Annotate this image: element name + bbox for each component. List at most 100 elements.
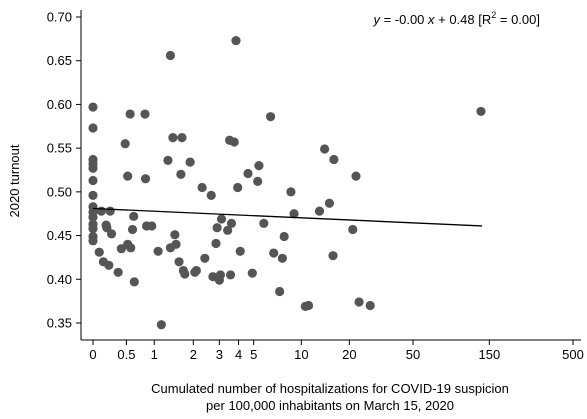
- data-point: [177, 133, 187, 143]
- data-point: [225, 270, 236, 280]
- data-point: [96, 206, 106, 216]
- data-point: [153, 246, 163, 256]
- data-point: [197, 182, 207, 193]
- data-point: [279, 231, 289, 242]
- data-point: [180, 269, 190, 279]
- data-point: [265, 112, 276, 122]
- y-tick-label: 0.65: [47, 53, 72, 68]
- data-point: [123, 171, 133, 181]
- data-point: [253, 176, 263, 186]
- x-tick-label: 2: [190, 347, 197, 362]
- x-tick-label: 50: [406, 347, 420, 362]
- data-point: [243, 168, 253, 179]
- annotation-mid2: + 0.48 [R: [435, 12, 492, 27]
- y-tick-label: 0.35: [47, 316, 72, 331]
- data-point: [231, 36, 241, 46]
- data-point: [233, 182, 243, 193]
- data-point: [303, 300, 314, 311]
- data-point: [275, 286, 285, 297]
- data-point: [191, 265, 201, 276]
- data-point: [129, 211, 139, 221]
- y-tick-label: 0.55: [47, 141, 72, 156]
- fit-line-group: [92, 207, 483, 227]
- data-point: [120, 139, 130, 149]
- data-point: [351, 171, 361, 181]
- data-point: [226, 218, 237, 228]
- y-tick-label: 0.50: [47, 184, 72, 199]
- data-point: [216, 214, 227, 224]
- data-point: [229, 137, 239, 147]
- x-tick-label: 20: [342, 347, 356, 362]
- y-tick-label: 0.70: [47, 10, 72, 25]
- data-point: [176, 169, 186, 179]
- data-point: [269, 248, 279, 258]
- y-tick-label: 0.45: [47, 228, 72, 243]
- data-point: [212, 223, 222, 233]
- data-point: [129, 277, 139, 287]
- data-point: [127, 224, 138, 235]
- data-point: [140, 109, 150, 119]
- data-point: [104, 260, 114, 270]
- data-point: [126, 243, 136, 253]
- data-point: [200, 253, 210, 263]
- data-point: [94, 247, 104, 257]
- data-point: [125, 109, 135, 119]
- data-point: [88, 212, 98, 222]
- data-point: [147, 221, 157, 231]
- x-axis: 0 0.5 1 2 3 4 5 10 20 50 150 500: [89, 340, 584, 362]
- x-tick-label: 0.5: [117, 347, 135, 362]
- annotation-superscript: 2: [491, 10, 496, 20]
- data-point: [171, 239, 181, 249]
- data-point: [163, 155, 173, 165]
- x-tick-label: 150: [478, 347, 500, 362]
- data-point: [156, 320, 166, 330]
- annotation-mid1: = -0.00: [380, 12, 428, 27]
- y-tick-label: 0.40: [47, 272, 72, 287]
- data-point: [185, 157, 195, 167]
- data-points: [88, 36, 486, 330]
- data-point: [324, 198, 335, 208]
- data-point: [365, 300, 375, 311]
- data-point: [88, 175, 98, 186]
- x-tick-label: 500: [562, 347, 584, 362]
- data-point: [320, 144, 330, 154]
- x-tick-label: 3: [216, 347, 223, 362]
- x-axis-title-line-1: Cumulated number of hospitalizations for…: [151, 381, 509, 396]
- data-point: [289, 209, 299, 219]
- data-point: [211, 238, 221, 249]
- data-point: [254, 161, 264, 171]
- data-point: [235, 246, 245, 256]
- x-tick-label: 10: [294, 347, 308, 362]
- data-point: [259, 218, 269, 228]
- x-tick-label: 1: [151, 347, 158, 362]
- data-point: [113, 267, 123, 277]
- data-point: [314, 206, 325, 216]
- data-point: [277, 253, 287, 263]
- annotation-x-var: x: [427, 12, 435, 27]
- x-tick-label: 4: [235, 347, 242, 362]
- data-point: [105, 206, 115, 216]
- plot-area: [80, 10, 581, 341]
- data-point: [247, 268, 257, 278]
- data-point: [215, 270, 226, 280]
- annotation-y-var: y: [372, 12, 381, 27]
- data-point: [140, 174, 151, 184]
- fit-line: [92, 207, 483, 227]
- data-point: [206, 190, 216, 200]
- x-tick-label: 5: [250, 347, 257, 362]
- data-point: [348, 224, 358, 235]
- data-point: [329, 154, 339, 165]
- y-axis-title: 2020 turnout: [7, 144, 22, 217]
- data-point: [88, 163, 98, 173]
- regression-annotation: y = -0.00 x + 0.48 [R2 = 0.00]: [372, 10, 540, 27]
- data-point: [165, 50, 176, 61]
- x-axis-title-line-2: per 100,000 inhabitants on March 15, 202…: [206, 398, 454, 413]
- data-point: [286, 187, 296, 197]
- data-point: [174, 257, 184, 267]
- data-point: [168, 133, 178, 143]
- data-point: [106, 229, 117, 239]
- data-point: [170, 230, 180, 240]
- data-point: [88, 102, 98, 112]
- data-point: [88, 236, 98, 246]
